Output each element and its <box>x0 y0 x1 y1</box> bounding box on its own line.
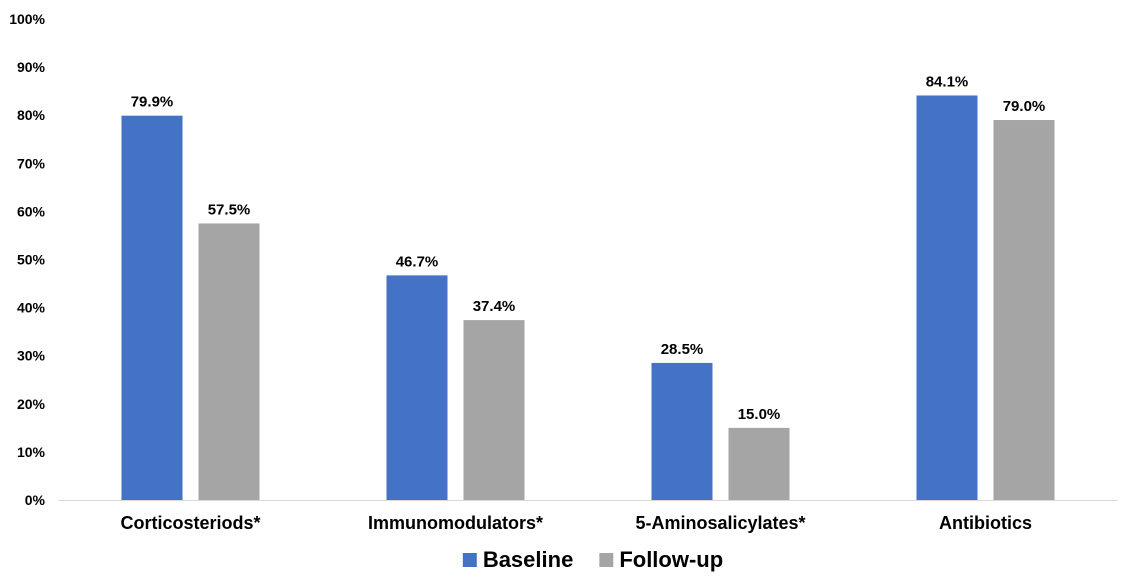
y-tick-label: 10% <box>17 444 46 460</box>
x-category-label: 5-Aminosalicylates* <box>635 513 805 533</box>
y-tick-label: 0% <box>25 492 46 508</box>
x-category-label: Corticosteriods* <box>120 513 260 533</box>
bar-follow-up <box>198 223 260 501</box>
data-label: 84.1% <box>926 73 969 90</box>
data-label: 28.5% <box>661 341 704 358</box>
legend-item: Baseline <box>462 547 574 572</box>
data-label: 79.0% <box>1003 98 1046 115</box>
bar-baseline <box>121 115 183 500</box>
data-label: 46.7% <box>396 253 439 270</box>
bar-baseline <box>651 362 713 500</box>
legend: Baseline Follow-up <box>462 547 723 572</box>
y-tick-label: 40% <box>17 300 46 316</box>
bar-follow-up <box>463 320 525 500</box>
legend-swatch <box>599 553 614 567</box>
bar-follow-up <box>993 120 1055 500</box>
y-tick-label: 90% <box>17 59 46 75</box>
data-label: 79.9% <box>131 94 174 111</box>
data-label: 15.0% <box>738 406 781 423</box>
bars-layer <box>121 95 1055 501</box>
data-label: 57.5% <box>208 201 251 218</box>
legend-swatch <box>462 553 477 567</box>
axis-layer: 0% 10% 20% 30% 40% 50% 60% 70% 80% 90% 100% Cortico… <box>9 11 1118 533</box>
bar-baseline <box>916 95 978 500</box>
x-category-label: Antibiotics <box>939 513 1032 533</box>
y-tick-label: 50% <box>17 252 46 268</box>
bar-baseline <box>386 275 448 500</box>
y-tick-label: 100% <box>9 11 45 27</box>
data-labels-layer: 79.9% 57.5% 46.7% 37.4% 28.5% 15.0% 84.1% 79.0% <box>131 73 1046 422</box>
legend-item: Follow-up <box>599 547 723 572</box>
y-tick-label: 80% <box>17 107 46 123</box>
bar-follow-up <box>728 427 790 500</box>
y-tick-label: 20% <box>17 396 46 412</box>
data-label: 37.4% <box>473 298 516 315</box>
y-tick-label: 70% <box>17 155 46 171</box>
y-tick-label: 30% <box>17 348 46 364</box>
y-tick-label: 60% <box>17 203 46 219</box>
legend-label: Baseline <box>483 547 574 572</box>
x-category-label: Immunomodulators* <box>368 513 543 533</box>
legend-label: Follow-up <box>619 547 723 572</box>
